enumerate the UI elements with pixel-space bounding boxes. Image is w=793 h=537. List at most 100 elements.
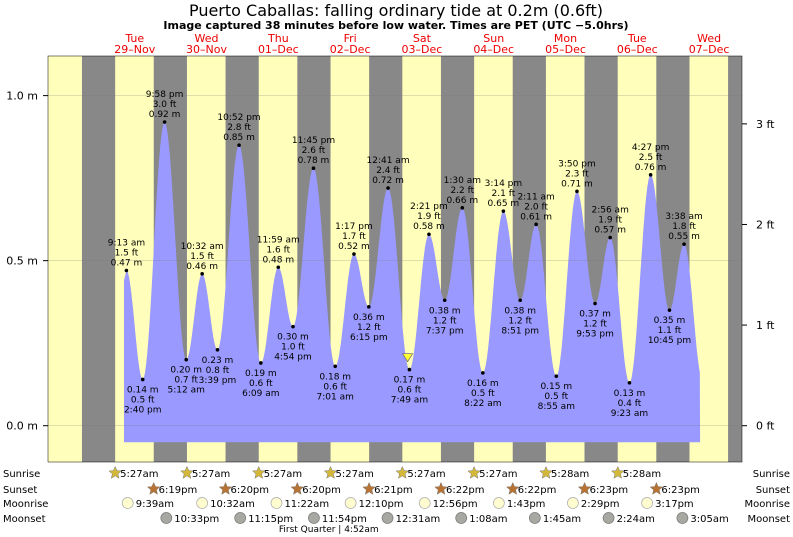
plot-frame [47, 55, 743, 463]
tide-point [311, 166, 316, 171]
tide-meters: 0.23 m [202, 356, 234, 366]
tide-meters: 0.71 m [561, 179, 593, 189]
tide-feet: 0.8 ft [206, 366, 230, 376]
tide-point [124, 268, 129, 273]
tide-point [627, 380, 632, 385]
moonrise-icon [493, 497, 505, 509]
tide-time: 1:17 pm [335, 222, 373, 232]
moonrise-icon [641, 497, 653, 509]
day-date: 07–Dec [689, 43, 730, 56]
sunset-icon [434, 481, 448, 495]
row-label-left: Sunrise [3, 469, 40, 480]
sunrise-time: 5:27am [336, 469, 374, 480]
moonset-time: 3:05am [690, 514, 728, 525]
moonset-time: 1:08am [469, 514, 507, 525]
tide-point [162, 120, 167, 124]
day-date: 04–Dec [473, 43, 514, 56]
moonset-time: 11:54pm [322, 514, 367, 525]
row-label-right: Moonset [748, 514, 791, 525]
sunset-icon [218, 481, 233, 495]
tide-time: 9:53 pm [576, 330, 614, 340]
tide-time: 3:50 pm [558, 159, 596, 169]
moonset-icon [160, 512, 173, 524]
tide-time: 11:45 pm [292, 136, 335, 146]
tide-time: 3:39 pm [199, 376, 237, 386]
row-label-right: Sunrise [753, 469, 790, 480]
chart-subtitle: Image captured 38 minutes before low wat… [163, 19, 628, 32]
tide-point [427, 232, 431, 237]
day-date: 01–Dec [258, 43, 299, 56]
row-label-left: Moonrise [3, 499, 48, 510]
left-axis: 0.0 m 0.5 m 1.0 m [6, 90, 48, 433]
tide-meters: 0.76 m [635, 163, 667, 173]
moonset-time: 1:45am [543, 514, 581, 525]
row-label-right: Moonrise [745, 499, 790, 510]
tide-meters: 0.92 m [149, 110, 181, 120]
right-axis: 0 ft 1 ft 2 ft 3 ft [742, 118, 775, 433]
tide-point [534, 222, 538, 227]
sunrise-icon [395, 465, 410, 479]
tide-feet: 1.2 ft [508, 316, 532, 326]
sunset-icon [649, 481, 664, 495]
tide-time: 9:23 am [611, 409, 648, 419]
tide-feet: 2.0 ft [524, 202, 548, 212]
left-tick-label: 1.0 m [6, 90, 38, 103]
tide-time: 7:49 am [391, 396, 428, 406]
tide-feet: 0.7 ft [174, 376, 198, 386]
moonset-time: 12:31am [396, 514, 441, 525]
tide-feet: 1.8 ft [672, 222, 696, 232]
tide-point [367, 305, 371, 309]
sunset-time: 6:23pm [590, 485, 629, 496]
sunrise-icon [180, 465, 194, 479]
tide-meters: 0.16 m [467, 379, 499, 389]
current-tide-marker [401, 353, 414, 363]
tide-point [407, 367, 412, 372]
moonset-time: 2:24am [617, 514, 655, 525]
moonset-icon [381, 512, 394, 524]
tide-meters: 0.47 m [111, 259, 143, 269]
sunset-icon [146, 481, 161, 495]
sunset-time: 6:19pm [159, 485, 198, 496]
tide-feet: 0.5 ft [131, 395, 155, 405]
tide-time: 11:59 am [257, 235, 300, 245]
sunset-icon [577, 481, 592, 495]
sunset-time: 6:22pm [446, 485, 485, 496]
moonrise-time: 9:39am [136, 499, 174, 510]
day-name: Tue [627, 32, 647, 45]
tide-point [333, 364, 338, 369]
tide-feet: 2.6 ft [302, 146, 326, 156]
moonrise-time: 3:17pm [655, 499, 694, 510]
tide-meters: 0.15 m [540, 382, 572, 392]
tide-point [352, 252, 356, 256]
tide-feet: 1.6 ft [266, 245, 290, 255]
tide-point [140, 377, 145, 382]
moonset-icon [602, 512, 615, 524]
sunrise-time: 5:27am [479, 469, 517, 480]
tide-feet: 1.5 ft [115, 249, 139, 259]
moonset-icon [528, 512, 541, 524]
tide-meters: 0.30 m [277, 333, 309, 343]
sunrise-icon [323, 465, 338, 479]
sunrise-time: 5:27am [120, 469, 158, 480]
tide-meters: 0.46 m [186, 262, 218, 272]
tide-feet: 1.0 ft [281, 343, 305, 353]
tide-time: 2:11 am [517, 192, 554, 202]
day-name: Sat [413, 32, 432, 45]
day-labels: Tue29–NovWed30–NovThu01–DecFri02–DecSat0… [114, 32, 729, 56]
tide-point [554, 374, 559, 378]
tide-time: 4:27 pm [632, 143, 670, 153]
tide-area [124, 122, 701, 443]
tide-feet: 1.9 ft [417, 212, 441, 222]
sunrise-time: 5:28am [551, 469, 589, 480]
day-name: Wed [697, 32, 721, 45]
tide-feet: 0.5 ft [544, 392, 568, 402]
tide-point [460, 206, 465, 210]
tide-point [575, 189, 579, 194]
sunset-icon [362, 481, 376, 495]
tide-time: 2:40 pm [124, 405, 162, 415]
tide-time: 9:13 am [108, 239, 145, 249]
tide-feet: 0.6 ft [398, 386, 422, 396]
tide-point [501, 209, 506, 213]
tide-time: 2:21 pm [410, 202, 448, 212]
tide-time: 8:22 am [464, 399, 501, 409]
